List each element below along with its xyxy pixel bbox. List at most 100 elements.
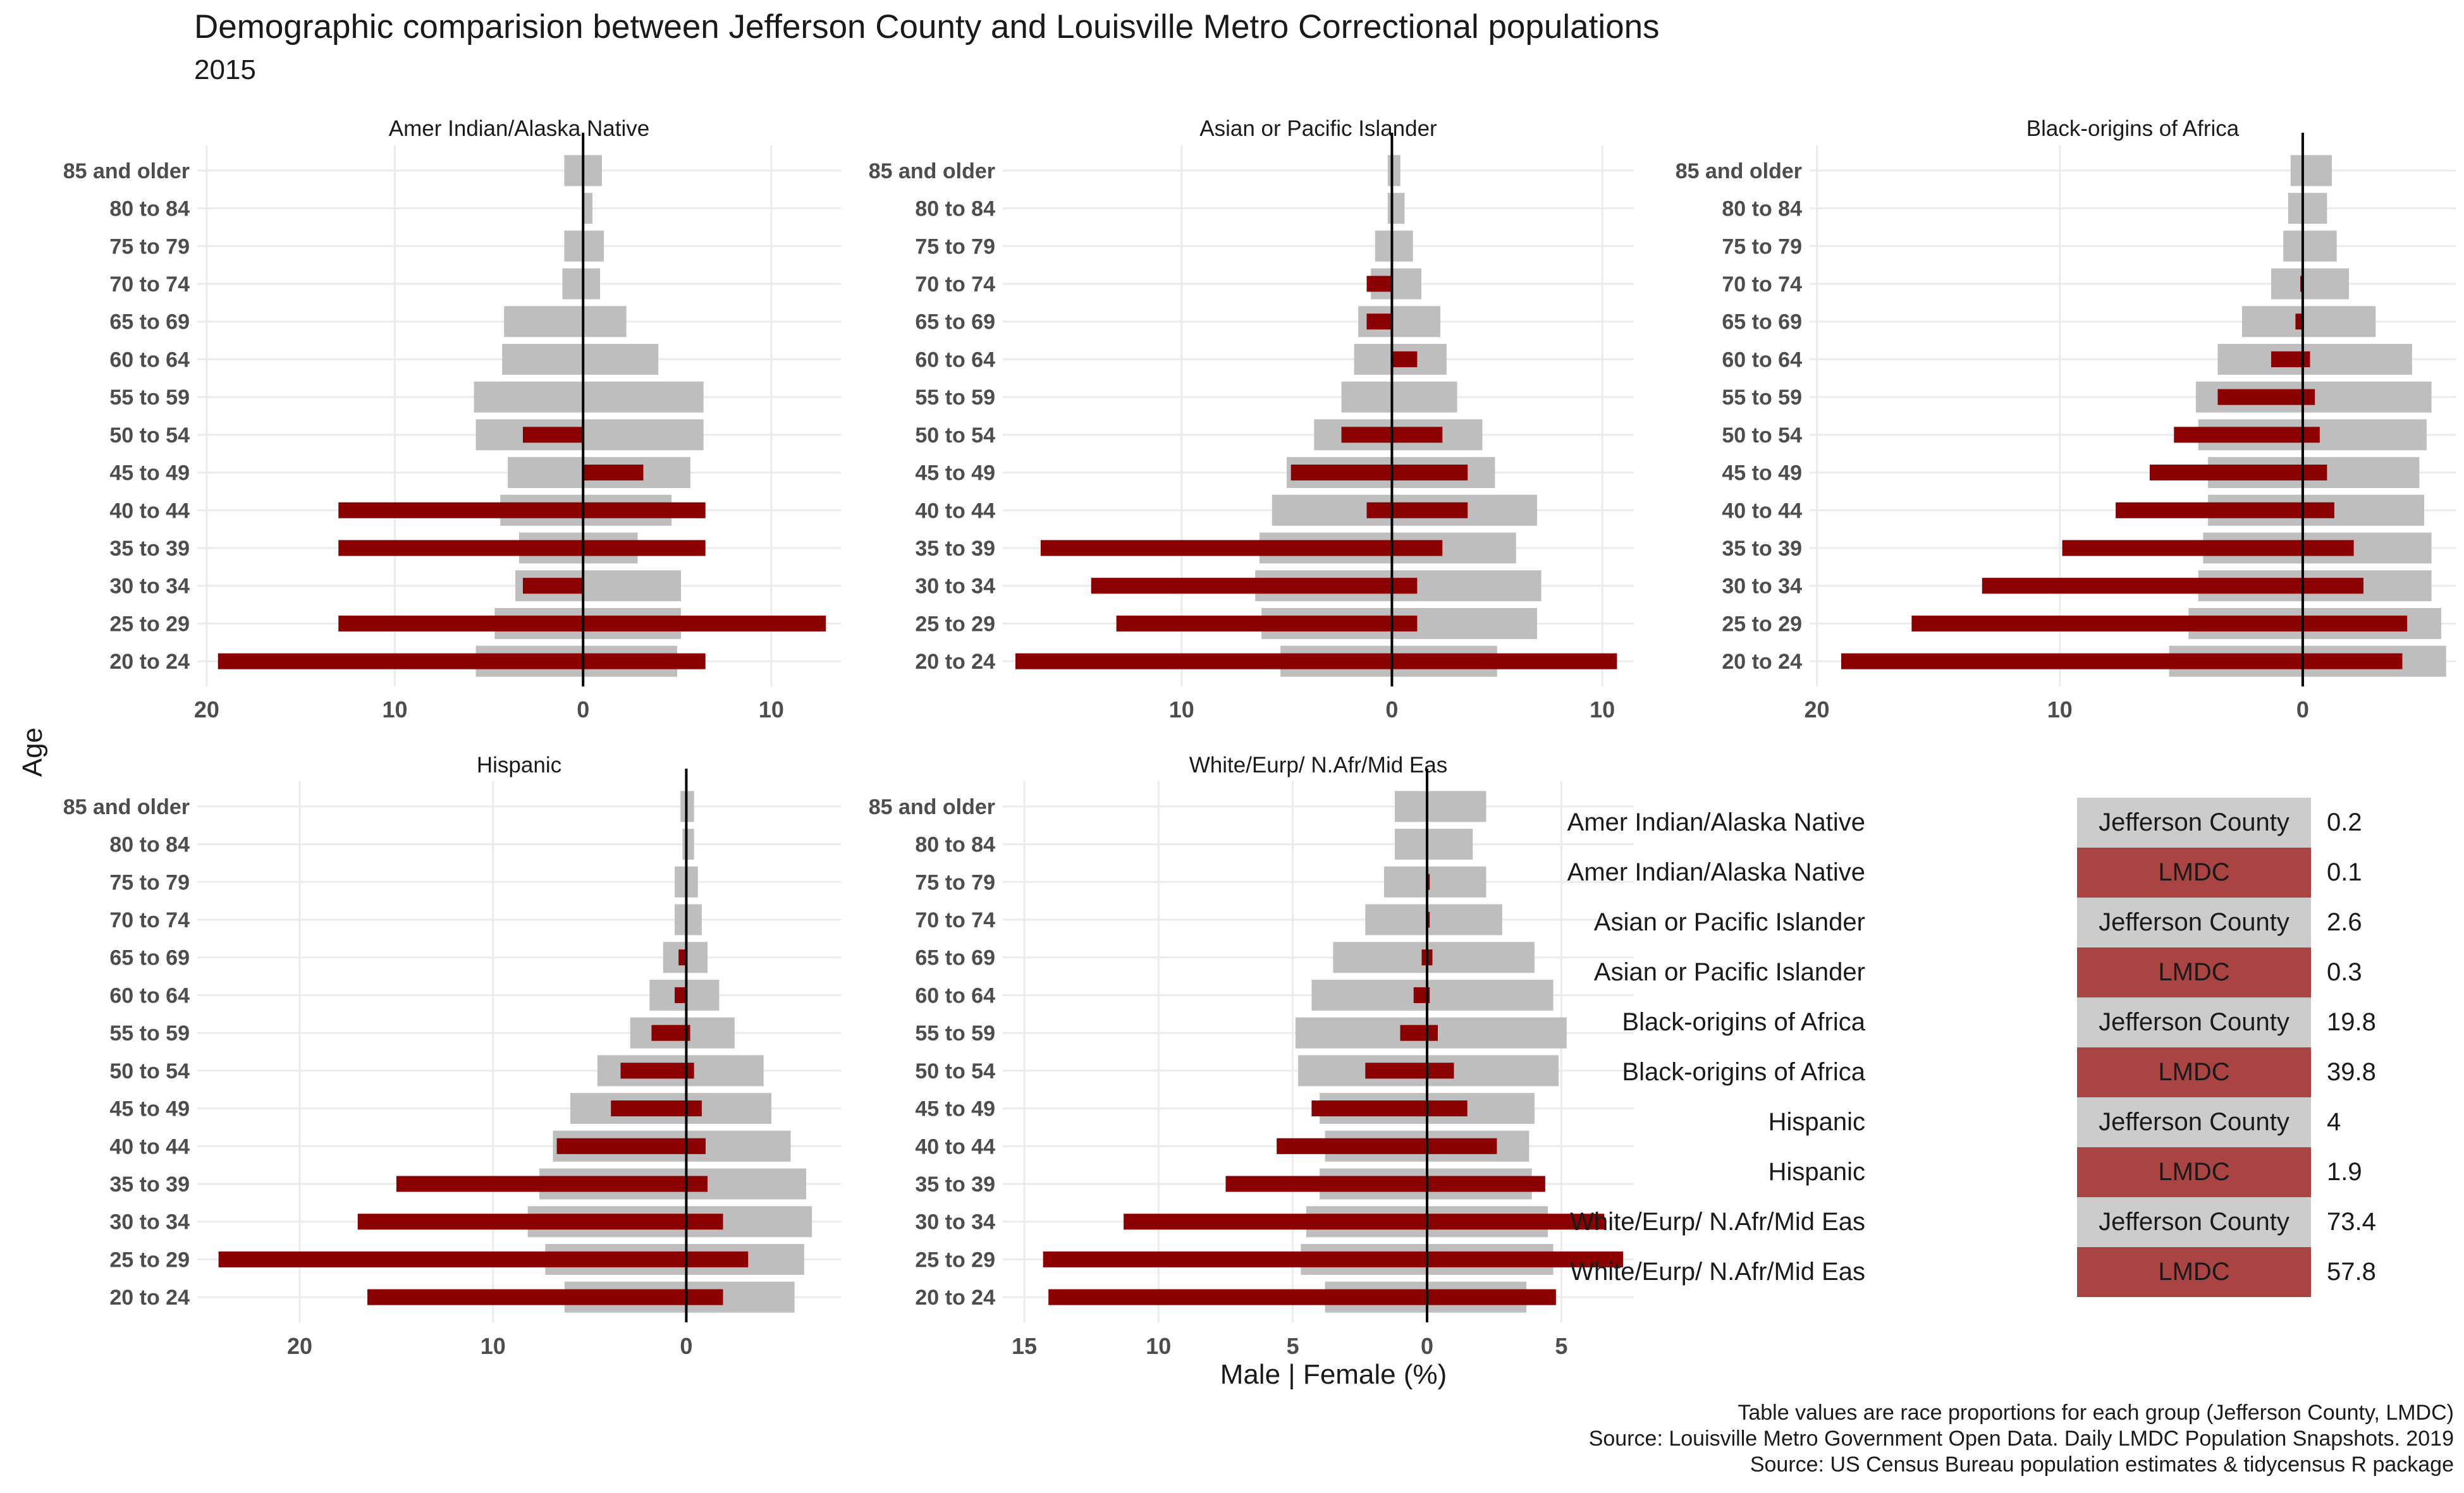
y-tick-label: 25 to 29 [915,1248,995,1272]
y-tick-label: 50 to 54 [915,424,995,448]
y-tick-label: 60 to 64 [915,348,995,372]
bar-jefferson-female [1392,230,1413,262]
bar-jefferson-female [1392,193,1405,224]
table-row: Amer Indian/Alaska Native Jefferson Count… [1567,798,2464,848]
table-row: Asian or Pacific Islander Jefferson Count… [1594,898,2464,948]
bar-lmdc-male [1116,615,1392,631]
y-tick-label: 70 to 74 [915,908,995,932]
y-tick-label: 45 to 49 [915,1097,995,1121]
panel-title: Hispanic [477,753,561,777]
y-tick-label: 20 to 24 [109,650,190,674]
bar-lmdc-male [678,949,687,966]
bar-lmdc-male [1048,1289,1427,1305]
bar-lmdc-female [1426,1251,1624,1267]
y-tick-label: 55 to 59 [109,386,190,410]
bar-jefferson-female [686,1017,735,1049]
table-source-jefferson: Jefferson County [2077,798,2311,848]
caption-line-1: Table values are race proportions for ea… [1738,1401,2454,1425]
bar-jefferson-male [564,230,584,262]
bar-jefferson-female [2302,419,2427,451]
y-tick-label: 55 to 59 [915,1021,995,1045]
bar-lmdc-male [620,1063,687,1079]
bar-lmdc-female [1392,653,1617,669]
x-tick-label: 10 [481,1333,506,1359]
bar-jefferson-female [2302,193,2327,224]
x-tick-label: 20 [287,1333,312,1359]
bar-lmdc-female [2302,465,2327,481]
y-tick-label: 65 to 69 [915,946,995,970]
bar-jefferson-male [1387,193,1392,224]
table-value: 2.6 [2327,908,2362,936]
y-tick-label: 50 to 54 [915,1059,995,1083]
table-row: Black-origins of Africa Jefferson County 1… [1622,997,2464,1047]
x-tick-label: 10 [1590,697,1615,722]
y-tick-label: 75 to 79 [1722,235,1802,259]
bar-lmdc-female [1426,874,1430,890]
bar-jefferson-female [583,570,681,602]
y-tick-label: 85 and older [869,159,995,183]
y-tick-label: 60 to 64 [1722,348,1802,372]
table-row: Asian or Pacific Islander LMDC 0.3 [1594,948,2464,997]
table-row: White/Eurp/ N.Afr/Mid Eas Jefferson Count… [1570,1197,2464,1247]
bar-lmdc-male [1277,1138,1427,1154]
bar-jefferson-female [686,1055,764,1087]
y-tick-label: 75 to 79 [109,870,190,894]
bar-jefferson-female [2302,155,2332,186]
table-source-lmdc: LMDC [2077,1047,2311,1097]
y-tick-label: 75 to 79 [109,235,190,259]
bar-jefferson-female [686,979,720,1011]
y-tick-label: 35 to 39 [109,537,190,561]
bar-lmdc-female [2302,653,2403,669]
bar-jefferson-female [1426,1017,1567,1049]
bar-jefferson-female [1426,829,1473,860]
bar-lmdc-male [522,427,584,443]
y-tick-label: 65 to 69 [1722,310,1802,334]
caption-line-2: Source: Louisville Metro Government Open… [1588,1427,2454,1451]
bar-lmdc-male [1124,1214,1427,1230]
bar-lmdc-female [2302,578,2363,594]
y-tick-label: 40 to 44 [1722,499,1802,523]
bar-jefferson-female [686,904,702,935]
bar-lmdc-female [1392,615,1418,631]
table-value: 39.8 [2327,1058,2376,1086]
bar-jefferson-male [1395,829,1427,860]
bar-jefferson-female [686,942,708,973]
table-source-jefferson: Jefferson County [2077,997,2311,1047]
bar-jefferson-female [1392,381,1457,413]
bar-jefferson-male [504,306,584,338]
bar-lmdc-male [1365,1063,1427,1079]
table-group-label: Hispanic [1768,1158,1865,1186]
bar-jefferson-female [2302,343,2412,375]
y-tick-label: 20 to 24 [915,650,995,674]
bar-lmdc-male [2149,465,2303,481]
bar-lmdc-female [1392,578,1418,594]
y-tick-label: 40 to 44 [109,499,190,523]
x-tick-label: 20 [194,697,219,722]
y-tick-label: 55 to 59 [915,386,995,410]
bar-lmdc-male [675,987,687,1003]
bar-jefferson-male [1354,343,1392,375]
y-tick-label: 80 to 84 [109,833,190,857]
table-group-label: Black-origins of Africa [1622,1008,1865,1036]
bar-jefferson-female [1392,306,1440,338]
bar-jefferson-female [1392,268,1422,300]
bar-lmdc-female [1426,1176,1545,1192]
bar-lmdc-female [2302,427,2320,443]
y-tick-label: 55 to 59 [1722,386,1802,410]
x-tick-label: 5 [1555,1333,1567,1359]
y-tick-label: 30 to 34 [915,575,995,599]
y-tick-label: 60 to 64 [109,984,190,1008]
y-tick-label: 30 to 34 [109,1210,190,1234]
y-tick-label: 25 to 29 [109,612,190,636]
bar-jefferson-male [1387,155,1392,186]
bar-lmdc-male [1015,653,1392,669]
bar-lmdc-female [583,465,644,481]
bar-lmdc-male [651,1025,687,1041]
bar-lmdc-male [2217,389,2303,405]
y-tick-label: 50 to 54 [109,1059,190,1083]
chart-subtitle: 2015 [194,54,256,85]
x-tick-label: 10 [2047,697,2073,722]
bar-jefferson-female [1426,942,1535,973]
bar-jefferson-female [2302,306,2376,338]
